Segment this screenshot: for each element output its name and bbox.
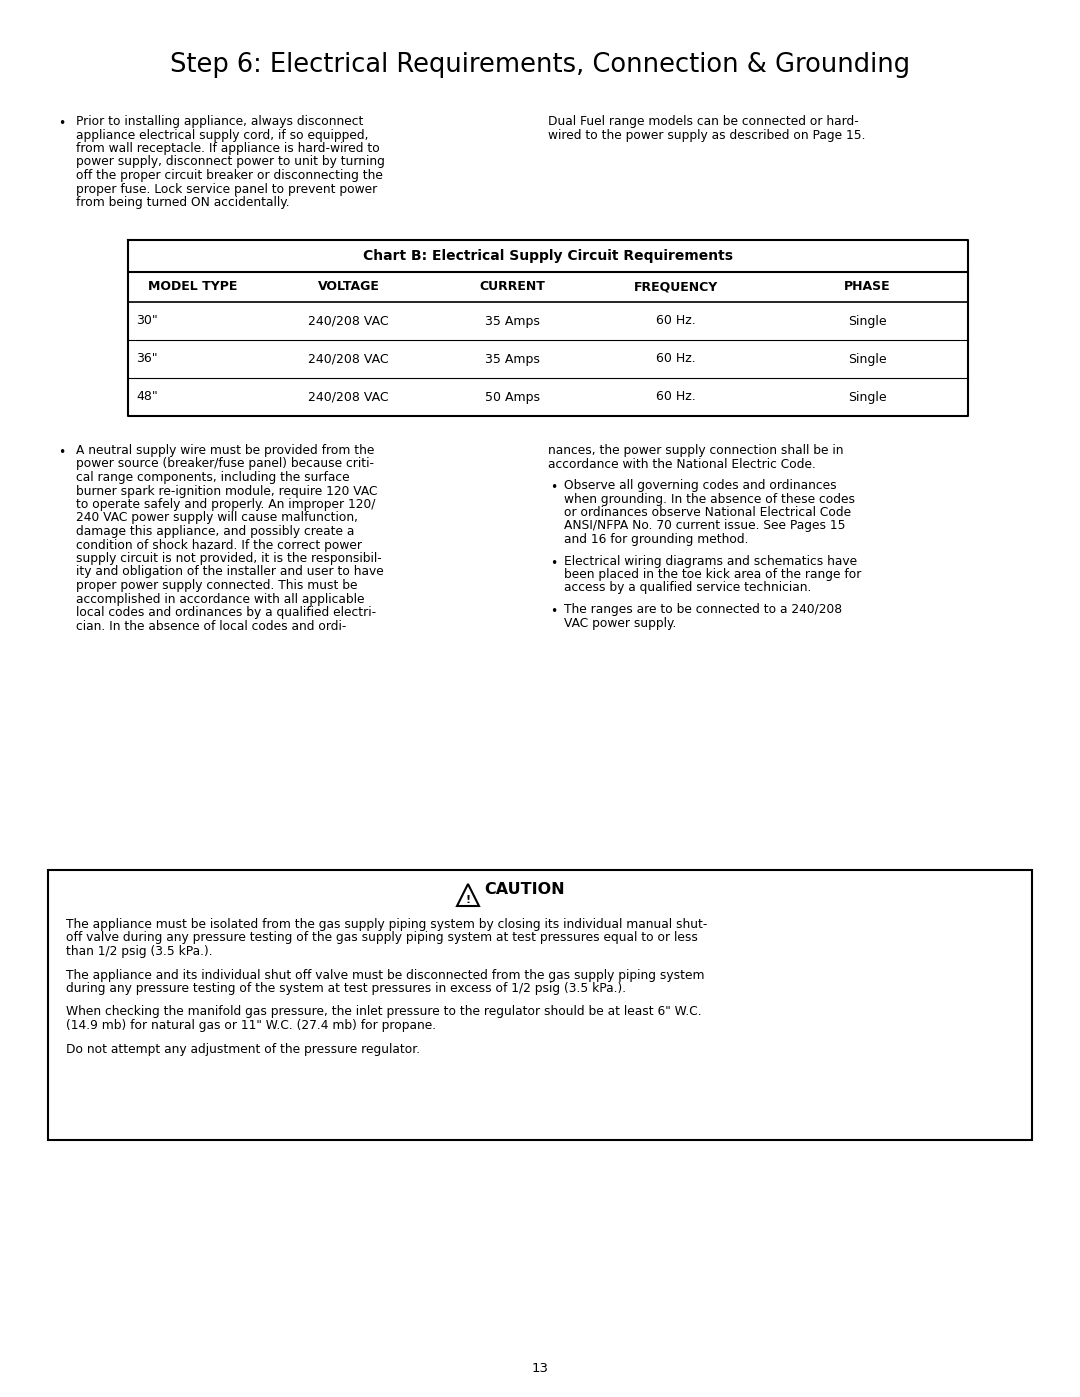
Text: (14.9 mb) for natural gas or 11" W.C. (27.4 mb) for propane.: (14.9 mb) for natural gas or 11" W.C. (2… — [66, 1018, 436, 1032]
Text: •: • — [550, 556, 557, 570]
Text: 240/208 VAC: 240/208 VAC — [308, 314, 389, 327]
Text: power source (breaker/fuse panel) because criti-: power source (breaker/fuse panel) becaus… — [76, 457, 374, 471]
Text: wired to the power supply as described on Page 15.: wired to the power supply as described o… — [548, 129, 865, 141]
Text: and 16 for grounding method.: and 16 for grounding method. — [564, 534, 748, 546]
Text: Single: Single — [848, 314, 887, 327]
Text: 240/208 VAC: 240/208 VAC — [308, 391, 389, 404]
Text: A neutral supply wire must be provided from the: A neutral supply wire must be provided f… — [76, 444, 375, 457]
Text: power supply, disconnect power to unit by turning: power supply, disconnect power to unit b… — [76, 155, 384, 169]
Text: Step 6: Electrical Requirements, Connection & Grounding: Step 6: Electrical Requirements, Connect… — [170, 52, 910, 78]
Text: or ordinances observe National Electrical Code: or ordinances observe National Electrica… — [564, 506, 851, 520]
Text: 60 Hz.: 60 Hz. — [657, 352, 696, 366]
Text: proper fuse. Lock service panel to prevent power: proper fuse. Lock service panel to preve… — [76, 183, 377, 196]
Text: The appliance and its individual shut off valve must be disconnected from the ga: The appliance and its individual shut of… — [66, 968, 704, 982]
Text: accomplished in accordance with all applicable: accomplished in accordance with all appl… — [76, 592, 365, 605]
Text: Electrical wiring diagrams and schematics have: Electrical wiring diagrams and schematic… — [564, 555, 858, 567]
Text: Prior to installing appliance, always disconnect: Prior to installing appliance, always di… — [76, 115, 363, 129]
Text: condition of shock hazard. If the correct power: condition of shock hazard. If the correc… — [76, 538, 362, 552]
Text: nances, the power supply connection shall be in: nances, the power supply connection shal… — [548, 444, 843, 457]
Text: FREQUENCY: FREQUENCY — [634, 281, 718, 293]
Text: When checking the manifold gas pressure, the inlet pressure to the regulator sho: When checking the manifold gas pressure,… — [66, 1006, 702, 1018]
Text: The appliance must be isolated from the gas supply piping system by closing its : The appliance must be isolated from the … — [66, 918, 707, 930]
Text: Do not attempt any adjustment of the pressure regulator.: Do not attempt any adjustment of the pre… — [66, 1042, 420, 1056]
Text: MODEL TYPE: MODEL TYPE — [148, 281, 238, 293]
Text: 48": 48" — [136, 391, 158, 404]
Text: The ranges are to be connected to a 240/208: The ranges are to be connected to a 240/… — [564, 604, 842, 616]
Text: Single: Single — [848, 391, 887, 404]
Text: Dual Fuel range models can be connected or hard-: Dual Fuel range models can be connected … — [548, 115, 859, 129]
Text: appliance electrical supply cord, if so equipped,: appliance electrical supply cord, if so … — [76, 129, 368, 141]
Text: local codes and ordinances by a qualified electri-: local codes and ordinances by a qualifie… — [76, 606, 376, 619]
Text: VAC power supply.: VAC power supply. — [564, 616, 676, 630]
Text: 35 Amps: 35 Amps — [485, 352, 540, 366]
Text: cal range components, including the surface: cal range components, including the surf… — [76, 471, 350, 483]
Text: been placed in the toe kick area of the range for: been placed in the toe kick area of the … — [564, 569, 862, 581]
Text: access by a qualified service technician.: access by a qualified service technician… — [564, 581, 811, 595]
Text: 60 Hz.: 60 Hz. — [657, 314, 696, 327]
Text: ity and obligation of the installer and user to have: ity and obligation of the installer and … — [76, 566, 383, 578]
Text: when grounding. In the absence of these codes: when grounding. In the absence of these … — [564, 493, 855, 506]
Text: •: • — [58, 117, 65, 130]
Text: •: • — [58, 446, 65, 460]
Text: 240 VAC power supply will cause malfunction,: 240 VAC power supply will cause malfunct… — [76, 511, 357, 524]
Text: CURRENT: CURRENT — [480, 281, 545, 293]
Text: •: • — [550, 481, 557, 495]
Text: off valve during any pressure testing of the gas supply piping system at test pr: off valve during any pressure testing of… — [66, 932, 698, 944]
Text: during any pressure testing of the system at test pressures in excess of 1/2 psi: during any pressure testing of the syste… — [66, 982, 626, 995]
Text: •: • — [550, 605, 557, 617]
Text: proper power supply connected. This must be: proper power supply connected. This must… — [76, 578, 357, 592]
Text: VOLTAGE: VOLTAGE — [318, 281, 379, 293]
Text: off the proper circuit breaker or disconnecting the: off the proper circuit breaker or discon… — [76, 169, 383, 182]
Text: 30": 30" — [136, 314, 158, 327]
Text: Single: Single — [848, 352, 887, 366]
Text: from being turned ON accidentally.: from being turned ON accidentally. — [76, 196, 289, 210]
Text: !: ! — [465, 895, 471, 905]
Text: 60 Hz.: 60 Hz. — [657, 391, 696, 404]
Text: accordance with the National Electric Code.: accordance with the National Electric Co… — [548, 457, 815, 471]
Text: 36": 36" — [136, 352, 158, 366]
Text: cian. In the absence of local codes and ordi-: cian. In the absence of local codes and … — [76, 619, 347, 633]
Text: 13: 13 — [531, 1362, 549, 1375]
Text: 50 Amps: 50 Amps — [485, 391, 540, 404]
FancyBboxPatch shape — [48, 870, 1032, 1140]
Text: damage this appliance, and possibly create a: damage this appliance, and possibly crea… — [76, 525, 354, 538]
Text: 35 Amps: 35 Amps — [485, 314, 540, 327]
Text: burner spark re-ignition module, require 120 VAC: burner spark re-ignition module, require… — [76, 485, 378, 497]
Text: Observe all governing codes and ordinances: Observe all governing codes and ordinanc… — [564, 479, 837, 492]
Text: from wall receptacle. If appliance is hard-wired to: from wall receptacle. If appliance is ha… — [76, 142, 380, 155]
Text: ANSI/NFPA No. 70 current issue. See Pages 15: ANSI/NFPA No. 70 current issue. See Page… — [564, 520, 846, 532]
Text: to operate safely and properly. An improper 120/: to operate safely and properly. An impro… — [76, 497, 376, 511]
Text: PHASE: PHASE — [843, 281, 891, 293]
Text: CAUTION: CAUTION — [484, 882, 565, 897]
Text: than 1/2 psig (3.5 kPa.).: than 1/2 psig (3.5 kPa.). — [66, 944, 213, 958]
Text: Chart B: Electrical Supply Circuit Requirements: Chart B: Electrical Supply Circuit Requi… — [363, 249, 733, 263]
Text: 240/208 VAC: 240/208 VAC — [308, 352, 389, 366]
Text: supply circuit is not provided, it is the responsibil-: supply circuit is not provided, it is th… — [76, 552, 381, 564]
